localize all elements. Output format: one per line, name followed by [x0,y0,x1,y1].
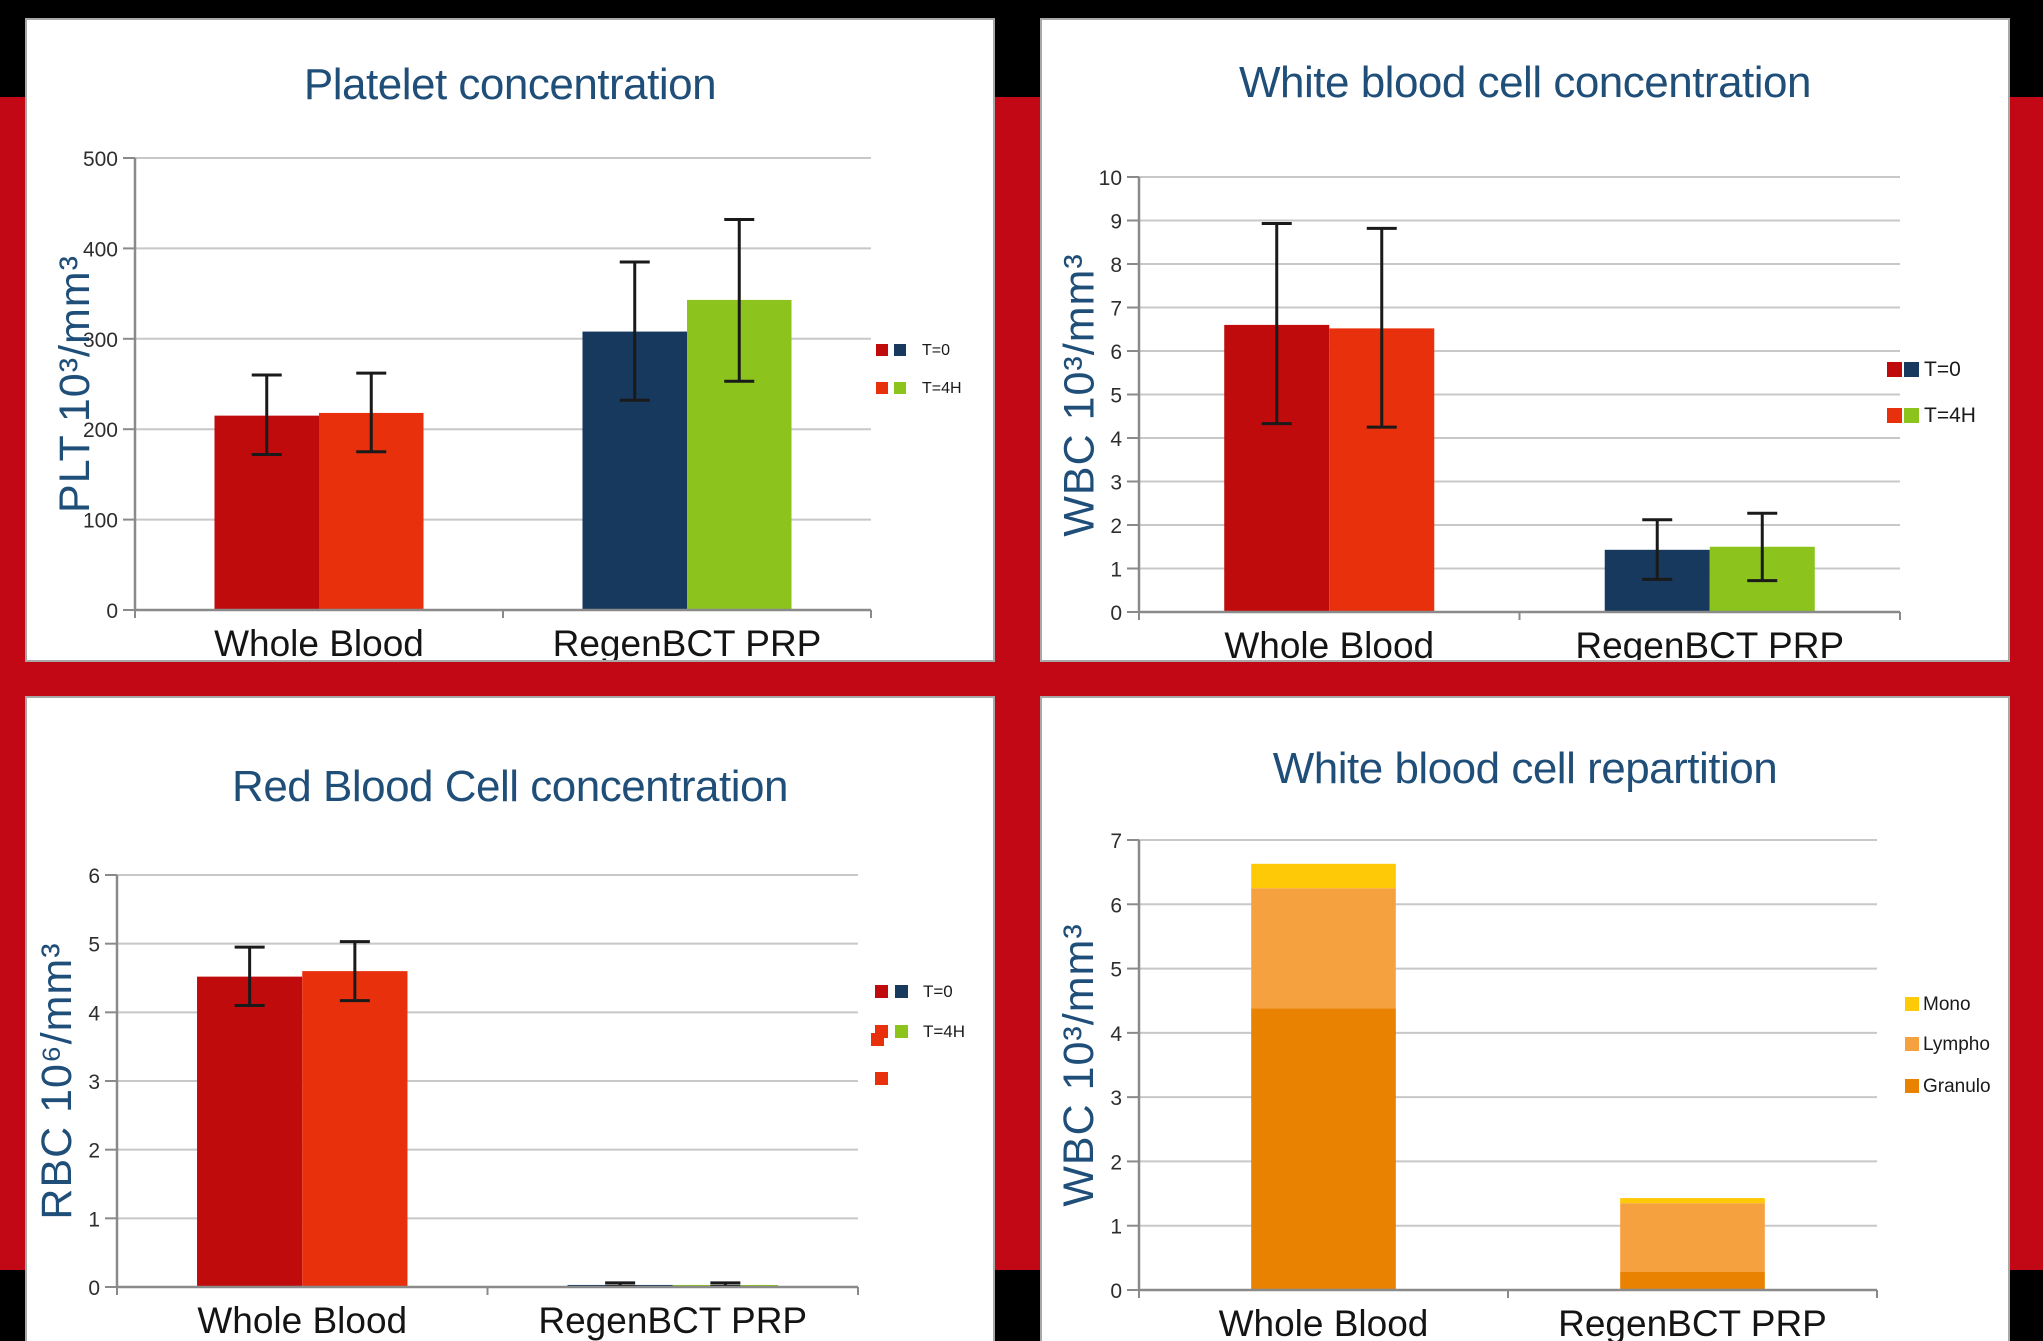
bar-whole-blood-t-0 [197,976,303,1287]
wbc-concentration-chart: 0 1 2 3 4 5 6 7 8 9 10 Whole Blood RegenBCT PRP T=0 T=… [1099,167,1976,660]
legend-label-t-0: T=0 [923,982,953,1001]
y-tick-label: 100 [83,510,118,533]
y-tick-label: 1 [1110,559,1122,582]
bar-segment-regenbct-prp-lympho [1620,1203,1765,1272]
chart-title: White blood cell repartition [1272,744,1778,793]
y-tick-label: 8 [1110,254,1122,277]
legend-label-t-4h: T=4H [1924,404,1976,427]
y-tick-label: 300 [83,329,118,352]
category-label-regenbct-prp: RegenBCT PRP [1575,625,1844,660]
y-tick-label: 10 [1099,167,1122,190]
y-tick-label: 2 [1110,1151,1122,1174]
rbc-concentration-chart: 0 1 2 3 4 5 6 Whole Blood RegenBCT PRP T=0 T=4H [88,865,965,1341]
y-tick-label: 5 [1110,385,1122,408]
category-label-whole-blood: Whole Blood [197,1300,407,1341]
legend-swatch-extra-0 [875,1072,888,1085]
legend-swatch-t-0-1 [1904,362,1919,377]
legend-label-t-4h: T=4H [922,380,962,397]
bar-segment-whole-blood-lympho [1251,888,1396,1009]
y-tick-label: 4 [1110,428,1122,451]
legend-swatch-t-4h-offset-duplicate [871,1033,884,1046]
bar-whole-blood-t-4h [302,971,408,1287]
legend-swatch-t-4h-1 [894,382,906,394]
category-label-regenbct-prp: RegenBCT PRP [538,1300,807,1341]
legend-swatch-granulo-0 [1905,1079,1919,1093]
wbc-concentration-panel: White blood cell concentration WBC 10³/m… [1040,18,2010,662]
y-tick-label: 500 [83,148,118,171]
y-tick-label: 6 [88,865,100,888]
y-tick-label: 0 [1110,1280,1122,1303]
y-tick-label: 3 [1110,1087,1122,1110]
platelet-concentration-panel: Platelet concentration PLT 10³/mm³ 0 100 2… [25,18,995,662]
y-tick-label: 7 [1110,830,1122,853]
legend-swatch-lympho-0 [1905,1037,1919,1051]
chart-title: Platelet concentration [303,60,717,109]
y-tick-label: 2 [88,1140,100,1163]
bar-segment-regenbct-prp-granulo [1620,1272,1765,1290]
y-tick-label: 5 [88,934,100,957]
legend-label-t-0: T=0 [1924,358,1961,381]
y-tick-label: 6 [1110,341,1122,364]
y-tick-label: 0 [88,1277,100,1300]
y-tick-label: 5 [1110,959,1122,982]
legend-label-t-0: T=0 [922,342,950,359]
y-tick-label: 1 [1110,1216,1122,1239]
y-tick-label: 9 [1110,211,1122,234]
legend-label-t-4h: T=4H [923,1022,965,1041]
wbc-repartition-chart: 0 1 2 3 4 5 6 7 Whole Blood RegenBCT PRP Mono Lymph… [1110,830,1991,1341]
legend-swatch-t-0-0 [1887,362,1902,377]
chart-title: Red Blood Cell concentration [232,762,788,811]
legend-label-granulo: Granulo [1923,1076,1991,1097]
bar-segment-whole-blood-granulo [1251,1008,1396,1290]
legend-swatch-t-4h-0 [876,382,888,394]
rbc-concentration-panel: Red Blood Cell concentration RBC 10⁶/mm³… [25,696,995,1341]
y-tick-label: 6 [1110,894,1122,917]
legend-label-lympho: Lympho [1923,1034,1990,1055]
y-tick-label: 400 [83,238,118,261]
y-tick-label: 1 [88,1208,100,1231]
category-label-regenbct-prp: RegenBCT PRP [553,623,822,660]
category-label-regenbct-prp: RegenBCT PRP [1558,1303,1827,1341]
y-tick-label: 7 [1110,298,1122,321]
legend-swatch-mono-0 [1905,997,1919,1011]
y-tick-label: 4 [88,1002,100,1025]
bar-segment-regenbct-prp-mono [1620,1198,1765,1204]
legend-swatch-t-4h-1 [895,1025,908,1038]
y-tick-label: 0 [106,600,118,623]
y-tick-label: 4 [1110,1023,1122,1046]
legend-label-mono: Mono [1923,994,1971,1015]
legend-swatch-t-4h-1 [1904,408,1919,423]
category-label-whole-blood: Whole Blood [214,623,424,660]
y-tick-label: 2 [1110,515,1122,538]
legend-swatch-t-0-0 [875,985,888,998]
platelet-chart: 0 100 200 300 400 500 Whole Blood RegenBCT PRP T… [83,148,962,660]
wbc-repartition-panel: White blood cell repartition WBC 10³/mm³… [1040,696,2010,1341]
y-tick-label: 3 [1110,472,1122,495]
y-tick-label: 0 [1110,602,1122,625]
legend-swatch-t-4h-0 [1887,408,1902,423]
y-tick-label: 200 [83,419,118,442]
y-tick-label: 3 [88,1071,100,1094]
legend-swatch-t-0-0 [876,344,888,356]
category-label-whole-blood: Whole Blood [1224,625,1434,660]
chart-title: White blood cell concentration [1239,58,1812,107]
bar-segment-whole-blood-mono [1251,863,1396,889]
category-label-whole-blood: Whole Blood [1219,1303,1429,1341]
legend-swatch-t-0-1 [894,344,906,356]
legend-swatch-t-0-1 [895,985,908,998]
